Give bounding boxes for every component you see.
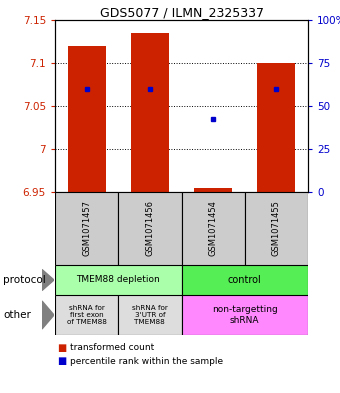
Text: other: other: [3, 310, 31, 320]
Text: ■: ■: [57, 356, 66, 366]
Polygon shape: [42, 301, 54, 329]
Text: GSM1071456: GSM1071456: [146, 200, 154, 257]
Bar: [182, 295, 308, 335]
Bar: [194, 188, 232, 192]
Title: GDS5077 / ILMN_2325337: GDS5077 / ILMN_2325337: [100, 6, 264, 19]
Bar: [68, 46, 106, 192]
Bar: [245, 192, 308, 265]
Text: control: control: [228, 275, 261, 285]
Text: shRNA for
first exon
of TMEM88: shRNA for first exon of TMEM88: [67, 305, 106, 325]
Text: ■: ■: [57, 343, 66, 353]
Text: TMEM88 depletion: TMEM88 depletion: [76, 275, 160, 285]
Text: protocol: protocol: [3, 275, 46, 285]
Bar: [182, 265, 308, 295]
Bar: [55, 295, 118, 335]
Bar: [118, 295, 182, 335]
Text: GSM1071454: GSM1071454: [209, 200, 218, 257]
Bar: [257, 63, 295, 192]
Text: transformed count: transformed count: [70, 343, 154, 353]
Polygon shape: [42, 270, 54, 290]
Text: percentile rank within the sample: percentile rank within the sample: [70, 356, 223, 365]
Bar: [55, 265, 182, 295]
Bar: [118, 192, 182, 265]
Text: shRNA for
3'UTR of
TMEM88: shRNA for 3'UTR of TMEM88: [132, 305, 168, 325]
Text: GSM1071457: GSM1071457: [82, 200, 91, 257]
Text: GSM1071455: GSM1071455: [272, 200, 281, 257]
Text: non-targetting
shRNA: non-targetting shRNA: [212, 305, 278, 325]
Bar: [55, 192, 118, 265]
Bar: [131, 33, 169, 192]
Bar: [182, 192, 245, 265]
